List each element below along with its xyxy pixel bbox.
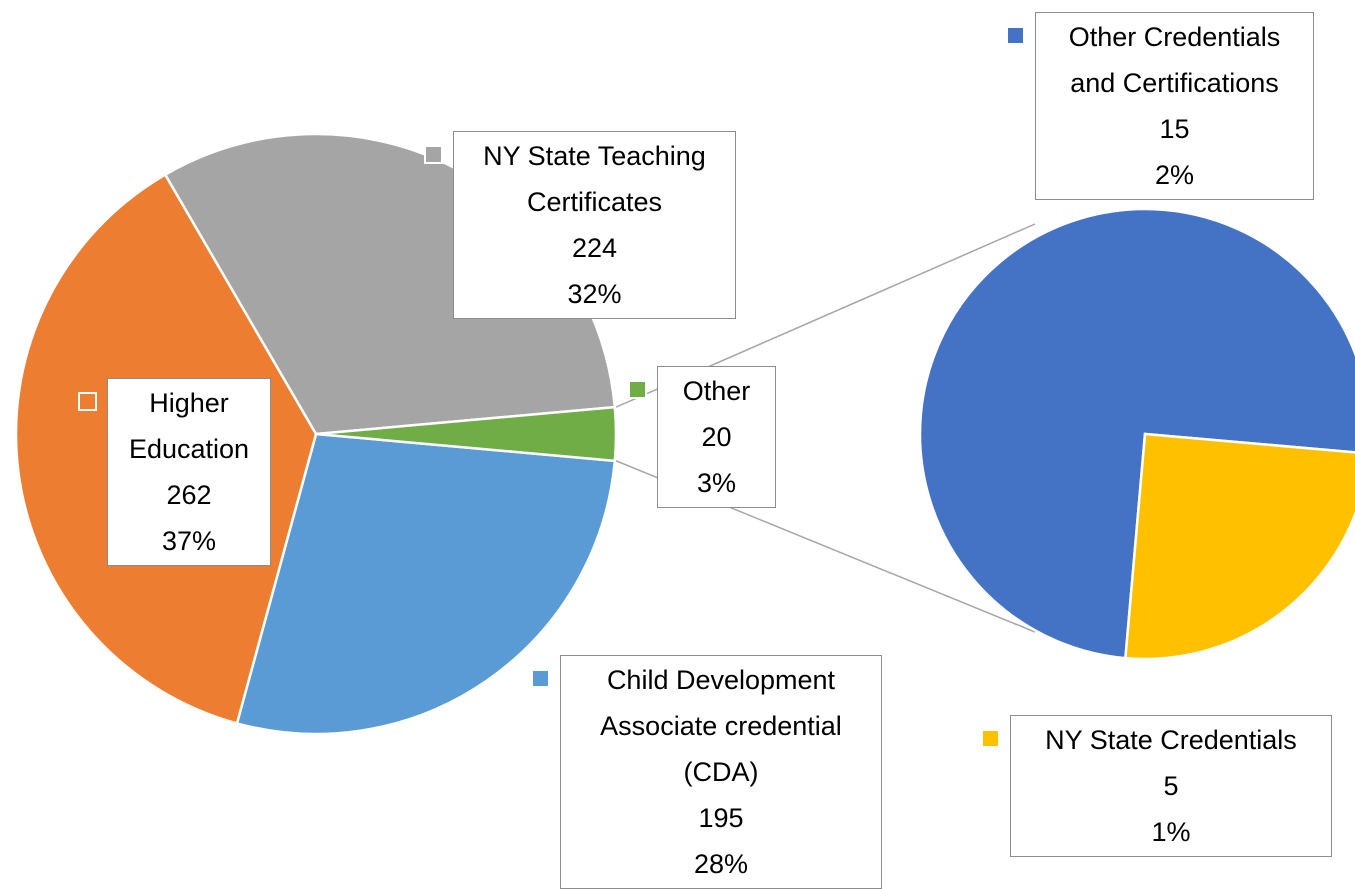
category-label: Other [682, 376, 751, 406]
percent-label: 2% [1154, 160, 1195, 190]
value-label: 20 [701, 422, 732, 452]
legend-key [424, 145, 443, 164]
legend-key [628, 380, 647, 399]
pie-slice [1124, 432, 1355, 661]
category-label: Child Development Associate credential (… [600, 665, 842, 787]
category-label: NY State Credentials [1045, 725, 1297, 755]
percent-label: 37% [161, 526, 217, 556]
legend-key [78, 392, 97, 411]
legend-key [531, 669, 550, 688]
pie-slice [235, 432, 617, 736]
value-label: 15 [1159, 114, 1190, 144]
legend-key [1006, 26, 1025, 45]
data-label: NY State Credentials 5 1% [981, 715, 1332, 857]
data-label: Other 20 3% [628, 366, 776, 508]
category-label: Higher Education [128, 388, 250, 464]
percent-label: 1% [1151, 817, 1191, 847]
category-label: Other Credentials and Certifications [1068, 22, 1281, 98]
value-label: 195 [698, 803, 744, 833]
legend-key [981, 729, 1000, 748]
data-label: NY State Teaching Certificates 224 32% [424, 131, 736, 319]
percent-label: 3% [696, 468, 737, 498]
value-label: 262 [166, 480, 212, 510]
category-label: NY State Teaching Certificates [483, 141, 706, 217]
data-label: Other Credentials and Certifications 15 2% [1006, 12, 1314, 200]
value-label: 224 [571, 233, 618, 263]
percent-label: 28% [693, 849, 749, 879]
pie-slice [918, 207, 1355, 660]
percent-label: 32% [567, 279, 622, 309]
data-label: Higher Education 262 37% [78, 378, 271, 566]
data-label: Child Development Associate credential (… [531, 655, 882, 889]
pie-slice [315, 405, 618, 463]
value-label: 5 [1163, 771, 1179, 801]
